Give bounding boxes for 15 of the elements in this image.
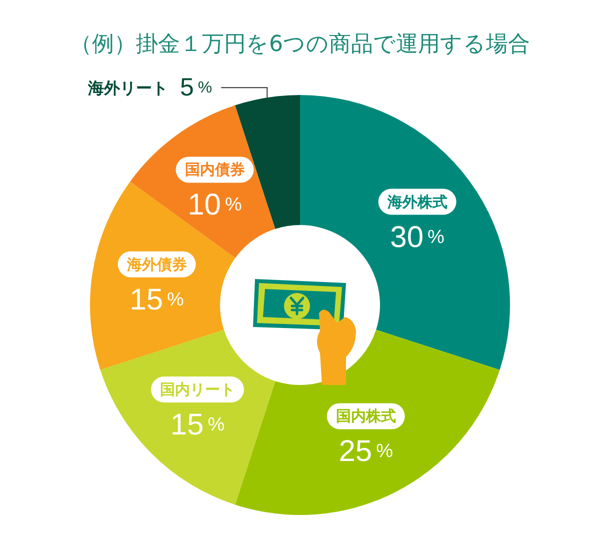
donut-slice [235,330,500,515]
data-label: 5% [180,74,212,102]
slice-label: 海外リート [87,78,168,98]
data-label: 30% [390,220,445,254]
chart-title: （例）掛金１万円を6つの商品で運用する場合 [69,31,531,59]
slice-label: 海外株式 [386,192,448,211]
data-label: 15% [170,408,225,442]
slice-label: 国内債券 [184,160,245,179]
data-label: 10% [188,188,242,222]
slice-label: 国内リート [160,380,235,399]
slice-label: 海外債券 [126,255,187,274]
data-label: 15% [130,282,184,316]
slice-label: 国内株式 [336,407,396,426]
donut-slice [300,95,510,370]
data-label: 25% [338,434,394,468]
